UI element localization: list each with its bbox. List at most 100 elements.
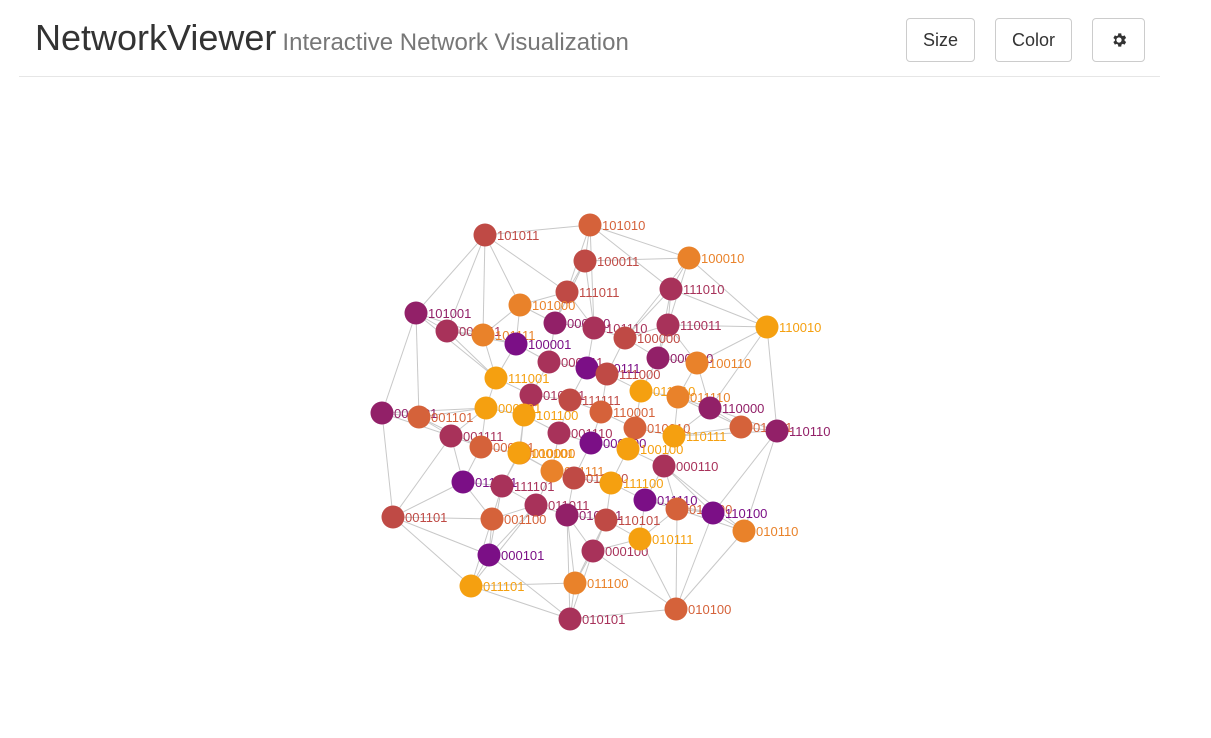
node-circle[interactable]	[562, 466, 586, 490]
network-node[interactable]: 100010	[677, 246, 745, 270]
node-circle[interactable]	[652, 454, 676, 478]
node-circle[interactable]	[547, 421, 571, 445]
node-circle[interactable]	[543, 311, 567, 335]
node-circle[interactable]	[477, 543, 501, 567]
network-node[interactable]: 111000	[595, 362, 661, 386]
network-node[interactable]: 111011	[555, 280, 620, 304]
network-node[interactable]: 110100	[701, 501, 768, 525]
node-circle[interactable]	[519, 383, 543, 407]
node-circle[interactable]	[471, 323, 495, 347]
node-circle[interactable]	[474, 396, 498, 420]
node-circle[interactable]	[581, 539, 605, 563]
network-node[interactable]: 101001	[404, 301, 472, 325]
network-node[interactable]: 100110	[685, 351, 752, 375]
network-node[interactable]: 101100	[512, 403, 579, 427]
node-circle[interactable]	[459, 574, 483, 598]
node-circle[interactable]	[755, 315, 779, 339]
nodes[interactable]: 101011 101010 100010 100011 111011 111010 1010…	[370, 213, 831, 631]
network-node[interactable]: 110001	[589, 400, 656, 424]
node-circle[interactable]	[484, 366, 508, 390]
node-circle[interactable]	[646, 346, 670, 370]
node-circle[interactable]	[512, 403, 536, 427]
node-circle[interactable]	[504, 332, 528, 356]
node-circle[interactable]	[698, 396, 722, 420]
node-circle[interactable]	[537, 350, 561, 374]
node-circle[interactable]	[573, 249, 597, 273]
network-node[interactable]: 110011	[656, 313, 722, 337]
node-circle[interactable]	[765, 419, 789, 443]
network-node[interactable]: 111010	[659, 277, 725, 301]
size-button[interactable]: Size	[906, 18, 975, 62]
node-circle[interactable]	[628, 527, 652, 551]
network-node[interactable]: 011101	[459, 574, 525, 598]
network-node[interactable]: 100011	[573, 249, 640, 273]
node-circle[interactable]	[563, 571, 587, 595]
node-circle[interactable]	[439, 424, 463, 448]
node-circle[interactable]	[575, 356, 599, 380]
node-circle[interactable]	[732, 519, 756, 543]
network-node[interactable]: 001100	[480, 507, 547, 531]
node-circle[interactable]	[555, 280, 579, 304]
node-circle[interactable]	[370, 401, 394, 425]
network-canvas[interactable]: 101011 101010 100010 100011 111011 111010 1010…	[0, 77, 1211, 738]
network-node[interactable]: 100000	[613, 326, 681, 350]
network-node[interactable]: 111100	[599, 471, 664, 495]
node-circle[interactable]	[469, 435, 493, 459]
network-node[interactable]: 101010	[578, 213, 646, 237]
node-circle[interactable]	[558, 607, 582, 631]
network-node[interactable]: 010100	[664, 597, 732, 621]
node-circle[interactable]	[594, 508, 618, 532]
node-circle[interactable]	[677, 246, 701, 270]
node-circle[interactable]	[599, 471, 623, 495]
network-node[interactable]: 000110	[652, 454, 719, 478]
node-circle[interactable]	[555, 503, 579, 527]
network-node[interactable]: 111001	[484, 366, 550, 390]
network-node[interactable]: 100001	[504, 332, 572, 356]
network-node[interactable]: 001101	[407, 405, 474, 429]
settings-button[interactable]	[1092, 18, 1145, 62]
node-circle[interactable]	[508, 293, 532, 317]
node-circle[interactable]	[404, 301, 428, 325]
network-node[interactable]: 010101	[558, 607, 626, 631]
network-node[interactable]: 100100	[616, 437, 684, 461]
node-circle[interactable]	[540, 459, 564, 483]
node-circle[interactable]	[623, 416, 647, 440]
node-circle[interactable]	[381, 505, 405, 529]
node-circle[interactable]	[480, 507, 504, 531]
network-node[interactable]: 110111	[662, 424, 727, 448]
network-node[interactable]: 101000	[508, 293, 576, 317]
network-node[interactable]: 010110	[732, 519, 799, 543]
node-circle[interactable]	[507, 441, 531, 465]
network-node[interactable]: 001101	[381, 505, 448, 529]
node-circle[interactable]	[473, 223, 497, 247]
node-circle[interactable]	[656, 313, 680, 337]
network-node[interactable]: 010111	[628, 527, 694, 551]
node-circle[interactable]	[613, 326, 637, 350]
network-node[interactable]: 111111	[558, 388, 621, 412]
network-node[interactable]: 110101	[594, 508, 661, 532]
network-node[interactable]: 000101	[477, 543, 545, 567]
network-node[interactable]: 110000	[698, 396, 765, 420]
network-node[interactable]: 011100	[563, 571, 629, 595]
network-graph[interactable]: 101011 101010 100010 100011 111011 111010 1010…	[0, 77, 1211, 738]
node-circle[interactable]	[633, 488, 657, 512]
network-node[interactable]: 110110	[765, 419, 831, 443]
node-circle[interactable]	[666, 385, 690, 409]
node-circle[interactable]	[729, 415, 753, 439]
network-node[interactable]: 101011	[473, 223, 540, 247]
node-circle[interactable]	[629, 379, 653, 403]
network-node[interactable]: 111101	[490, 474, 555, 498]
node-circle[interactable]	[659, 277, 683, 301]
network-node[interactable]: 100101	[507, 441, 575, 465]
node-circle[interactable]	[578, 213, 602, 237]
node-circle[interactable]	[490, 474, 514, 498]
node-circle[interactable]	[665, 497, 689, 521]
node-circle[interactable]	[435, 319, 459, 343]
node-circle[interactable]	[701, 501, 725, 525]
node-circle[interactable]	[685, 351, 709, 375]
node-circle[interactable]	[664, 597, 688, 621]
node-circle[interactable]	[407, 405, 431, 429]
node-circle[interactable]	[579, 431, 603, 455]
node-circle[interactable]	[662, 424, 686, 448]
color-button[interactable]: Color	[995, 18, 1072, 62]
